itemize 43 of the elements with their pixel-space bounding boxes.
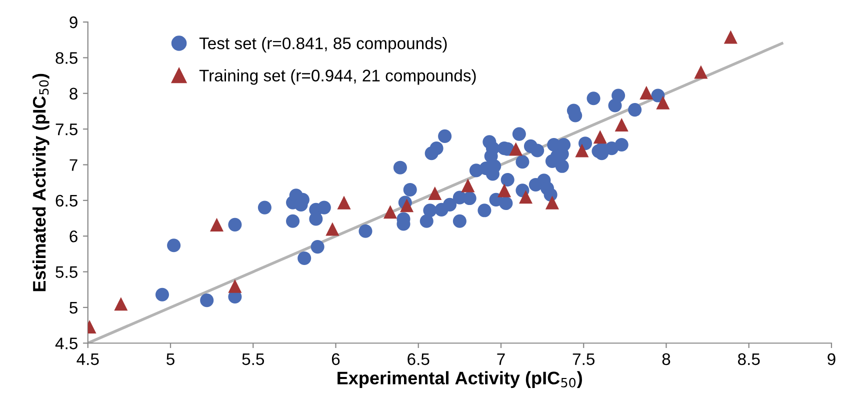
point [384,205,398,219]
point [519,190,533,204]
legend-label: Test set (r=0.841, 85 compounds) [199,37,447,53]
y-tick-label: 5.5 [56,266,78,278]
legend-label: Training set (r=0.944, 21 compounds) [199,69,476,85]
point [724,30,738,44]
point [640,86,654,100]
point [400,198,414,212]
point [694,65,708,79]
y-tick-label: 7.5 [56,124,78,136]
point [428,186,442,200]
y-tick-label: 6 [70,230,78,242]
y-tick-label: 4.5 [55,338,78,350]
point [326,222,340,236]
point [461,178,475,192]
point [498,184,512,198]
point [337,196,351,210]
point [114,297,128,311]
y-tick-label: 8 [70,88,78,100]
x-tick-label: 8.5 [738,353,760,366]
point [545,196,559,210]
point [509,142,523,156]
point [575,144,589,158]
point [228,279,242,293]
x-tick-label: 6 [332,353,340,366]
point [210,218,224,232]
y-tick-label: 8.5 [56,52,78,64]
y-tick-label: 6.5 [56,194,78,207]
x-axis-title: Experimental Activity (pIC$_{50}$) [338,371,582,388]
point [656,96,670,110]
x-tick-label: 7 [497,353,505,365]
x-tick-label: 9 [828,353,836,366]
y-tick-label: 5 [70,302,78,314]
y-axis-title: Estimated Activity (pIC$_{50}$) [32,74,50,292]
x-tick-label: 6.5 [408,353,430,366]
point [593,130,607,144]
point [614,118,628,132]
x-tick-label: 5.5 [242,353,264,366]
x-tick-label: 7.5 [572,353,594,366]
y-tick-label: 9 [70,16,78,28]
y-tick-label: 7 [70,159,78,171]
x-tick-label: 5 [166,353,174,366]
x-tick-label: 8 [662,353,670,366]
